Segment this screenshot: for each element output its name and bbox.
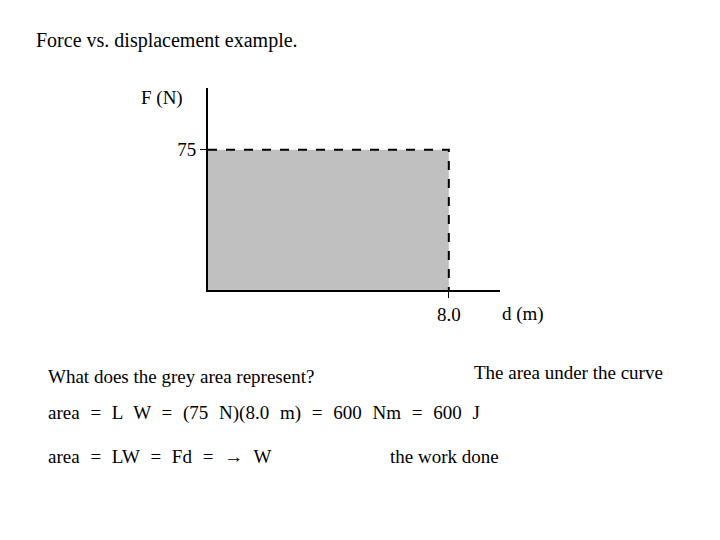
svg-text:8.0: 8.0 — [437, 304, 461, 325]
svg-text:F (N): F (N) — [141, 87, 183, 109]
html-text:The area under the curve: The area under the curve — [474, 362, 663, 383]
svg-text:Force vs. displacement example: Force vs. displacement example. — [36, 29, 298, 52]
html-text:the work done: the work done — [390, 446, 499, 467]
html-text:area = L W = (75 N)(8.0 m) = 6: area = L W = (75 N)(8.0 m) = 600 Nm = 60… — [48, 402, 480, 423]
html-text:area = LW = Fd = → W: area = LW = Fd = → W — [48, 446, 272, 467]
svg-text:d (m): d (m) — [502, 303, 544, 325]
html-text:What does the grey area repres: What does the grey area represent? — [48, 366, 315, 387]
svg-text:75: 75 — [177, 139, 196, 160]
